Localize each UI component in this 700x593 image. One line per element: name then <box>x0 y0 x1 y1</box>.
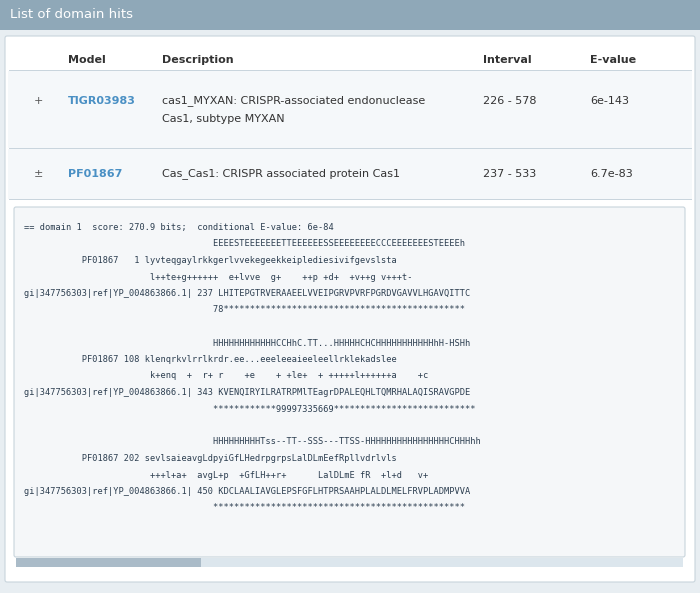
Text: cas1_MYXAN: CRISPR-associated endonuclease: cas1_MYXAN: CRISPR-associated endonuclea… <box>162 95 426 106</box>
Text: Cas_Cas1: CRISPR associated protein Cas1: Cas_Cas1: CRISPR associated protein Cas1 <box>162 168 400 180</box>
Text: 6.7e-83: 6.7e-83 <box>590 169 633 179</box>
Text: PF01867   1 lyvteqgaylrkkgerlvvekegeekkeiplediesivifgevslsta: PF01867 1 lyvteqgaylrkkgerlvvekegeekkeip… <box>24 256 397 265</box>
Text: TIGR03983: TIGR03983 <box>68 95 136 106</box>
Text: +++l+a+  avgL+p  +GfLH++r+      LalDLmE fR  +l+d   v+: +++l+a+ avgL+p +GfLH++r+ LalDLmE fR +l+d… <box>24 470 428 480</box>
Text: PF01867 202 sevlsaieavgLdpyiGfLHedrpgrpsLalDLmEefRpllvdrlvls: PF01867 202 sevlsaieavgLdpyiGfLHedrpgrps… <box>24 454 397 463</box>
Text: ************************************************: ****************************************… <box>24 503 465 512</box>
Text: == domain 1  score: 270.9 bits;  conditional E-value: 6e-84: == domain 1 score: 270.9 bits; condition… <box>24 223 334 232</box>
Text: 6e-143: 6e-143 <box>590 95 629 106</box>
Bar <box>8 71 692 148</box>
Text: gi|347756303|ref|YP_004863866.1| 343 KVENQIRYILRATRPMlTEagrDPALEQHLTQMRHALAQISRA: gi|347756303|ref|YP_004863866.1| 343 KVE… <box>24 388 470 397</box>
Text: HHHHHHHHHTss--TT--SSS---TTSS-HHHHHHHHHHHHHHHHCHHHhh: HHHHHHHHHTss--TT--SSS---TTSS-HHHHHHHHHHH… <box>24 438 481 447</box>
Text: 237 - 533: 237 - 533 <box>483 169 536 179</box>
Text: 226 - 578: 226 - 578 <box>483 95 536 106</box>
Bar <box>0 0 700 30</box>
Text: +: + <box>34 95 43 106</box>
Text: HHHHHHHHHHHHCCHhC.TT...HHHHHCHCHHHHHHHHHHHhH-HSHh: HHHHHHHHHHHHCCHhC.TT...HHHHHCHCHHHHHHHHH… <box>24 339 470 347</box>
Text: gi|347756303|ref|YP_004863866.1| 237 LHITEPGTRVERAAEELVVEIPGRVPVRFPGRDVGAVVLHGAV: gi|347756303|ref|YP_004863866.1| 237 LHI… <box>24 289 470 298</box>
Text: E-value: E-value <box>590 55 636 65</box>
Bar <box>16 558 201 567</box>
Text: Cas1, subtype MYXAN: Cas1, subtype MYXAN <box>162 113 285 123</box>
Text: Interval: Interval <box>483 55 531 65</box>
Text: ±: ± <box>34 169 43 179</box>
Text: PF01867: PF01867 <box>68 169 122 179</box>
FancyBboxPatch shape <box>14 207 685 557</box>
Bar <box>16 558 683 567</box>
Text: List of domain hits: List of domain hits <box>10 8 133 21</box>
Text: 78**********************************************: 78**************************************… <box>24 305 465 314</box>
Text: l++te+g++++++  e+lvve  g+    ++p +d+  +v++g v+++t-: l++te+g++++++ e+lvve g+ ++p +d+ +v++g v+… <box>24 273 412 282</box>
Bar <box>8 149 692 199</box>
Text: k+enq  +  r+ r    +e    + +le+  + +++++l++++++a    +c: k+enq + r+ r +e + +le+ + +++++l++++++a +… <box>24 371 428 381</box>
Text: ************99997335669***************************: ************99997335669*****************… <box>24 404 475 413</box>
Text: EEEESTEEEEEEETTEEEEEESSEEEEEEEECCCEEEEEEESTEEEEh: EEEESTEEEEEEETTEEEEEESSEEEEEEEECCCEEEEEE… <box>24 240 465 248</box>
Text: Model: Model <box>68 55 106 65</box>
Text: Description: Description <box>162 55 234 65</box>
FancyBboxPatch shape <box>5 36 695 582</box>
Text: gi|347756303|ref|YP_004863866.1| 450 KDCLAALIAVGLEPSFGFLHTPRSAAHPLALDLMELFRVPLAD: gi|347756303|ref|YP_004863866.1| 450 KDC… <box>24 487 470 496</box>
Text: PF01867 108 klenqrkvlrrlkrdr.ee...eeeleeaieeleellrklekadslee: PF01867 108 klenqrkvlrrlkrdr.ee...eeelee… <box>24 355 397 364</box>
